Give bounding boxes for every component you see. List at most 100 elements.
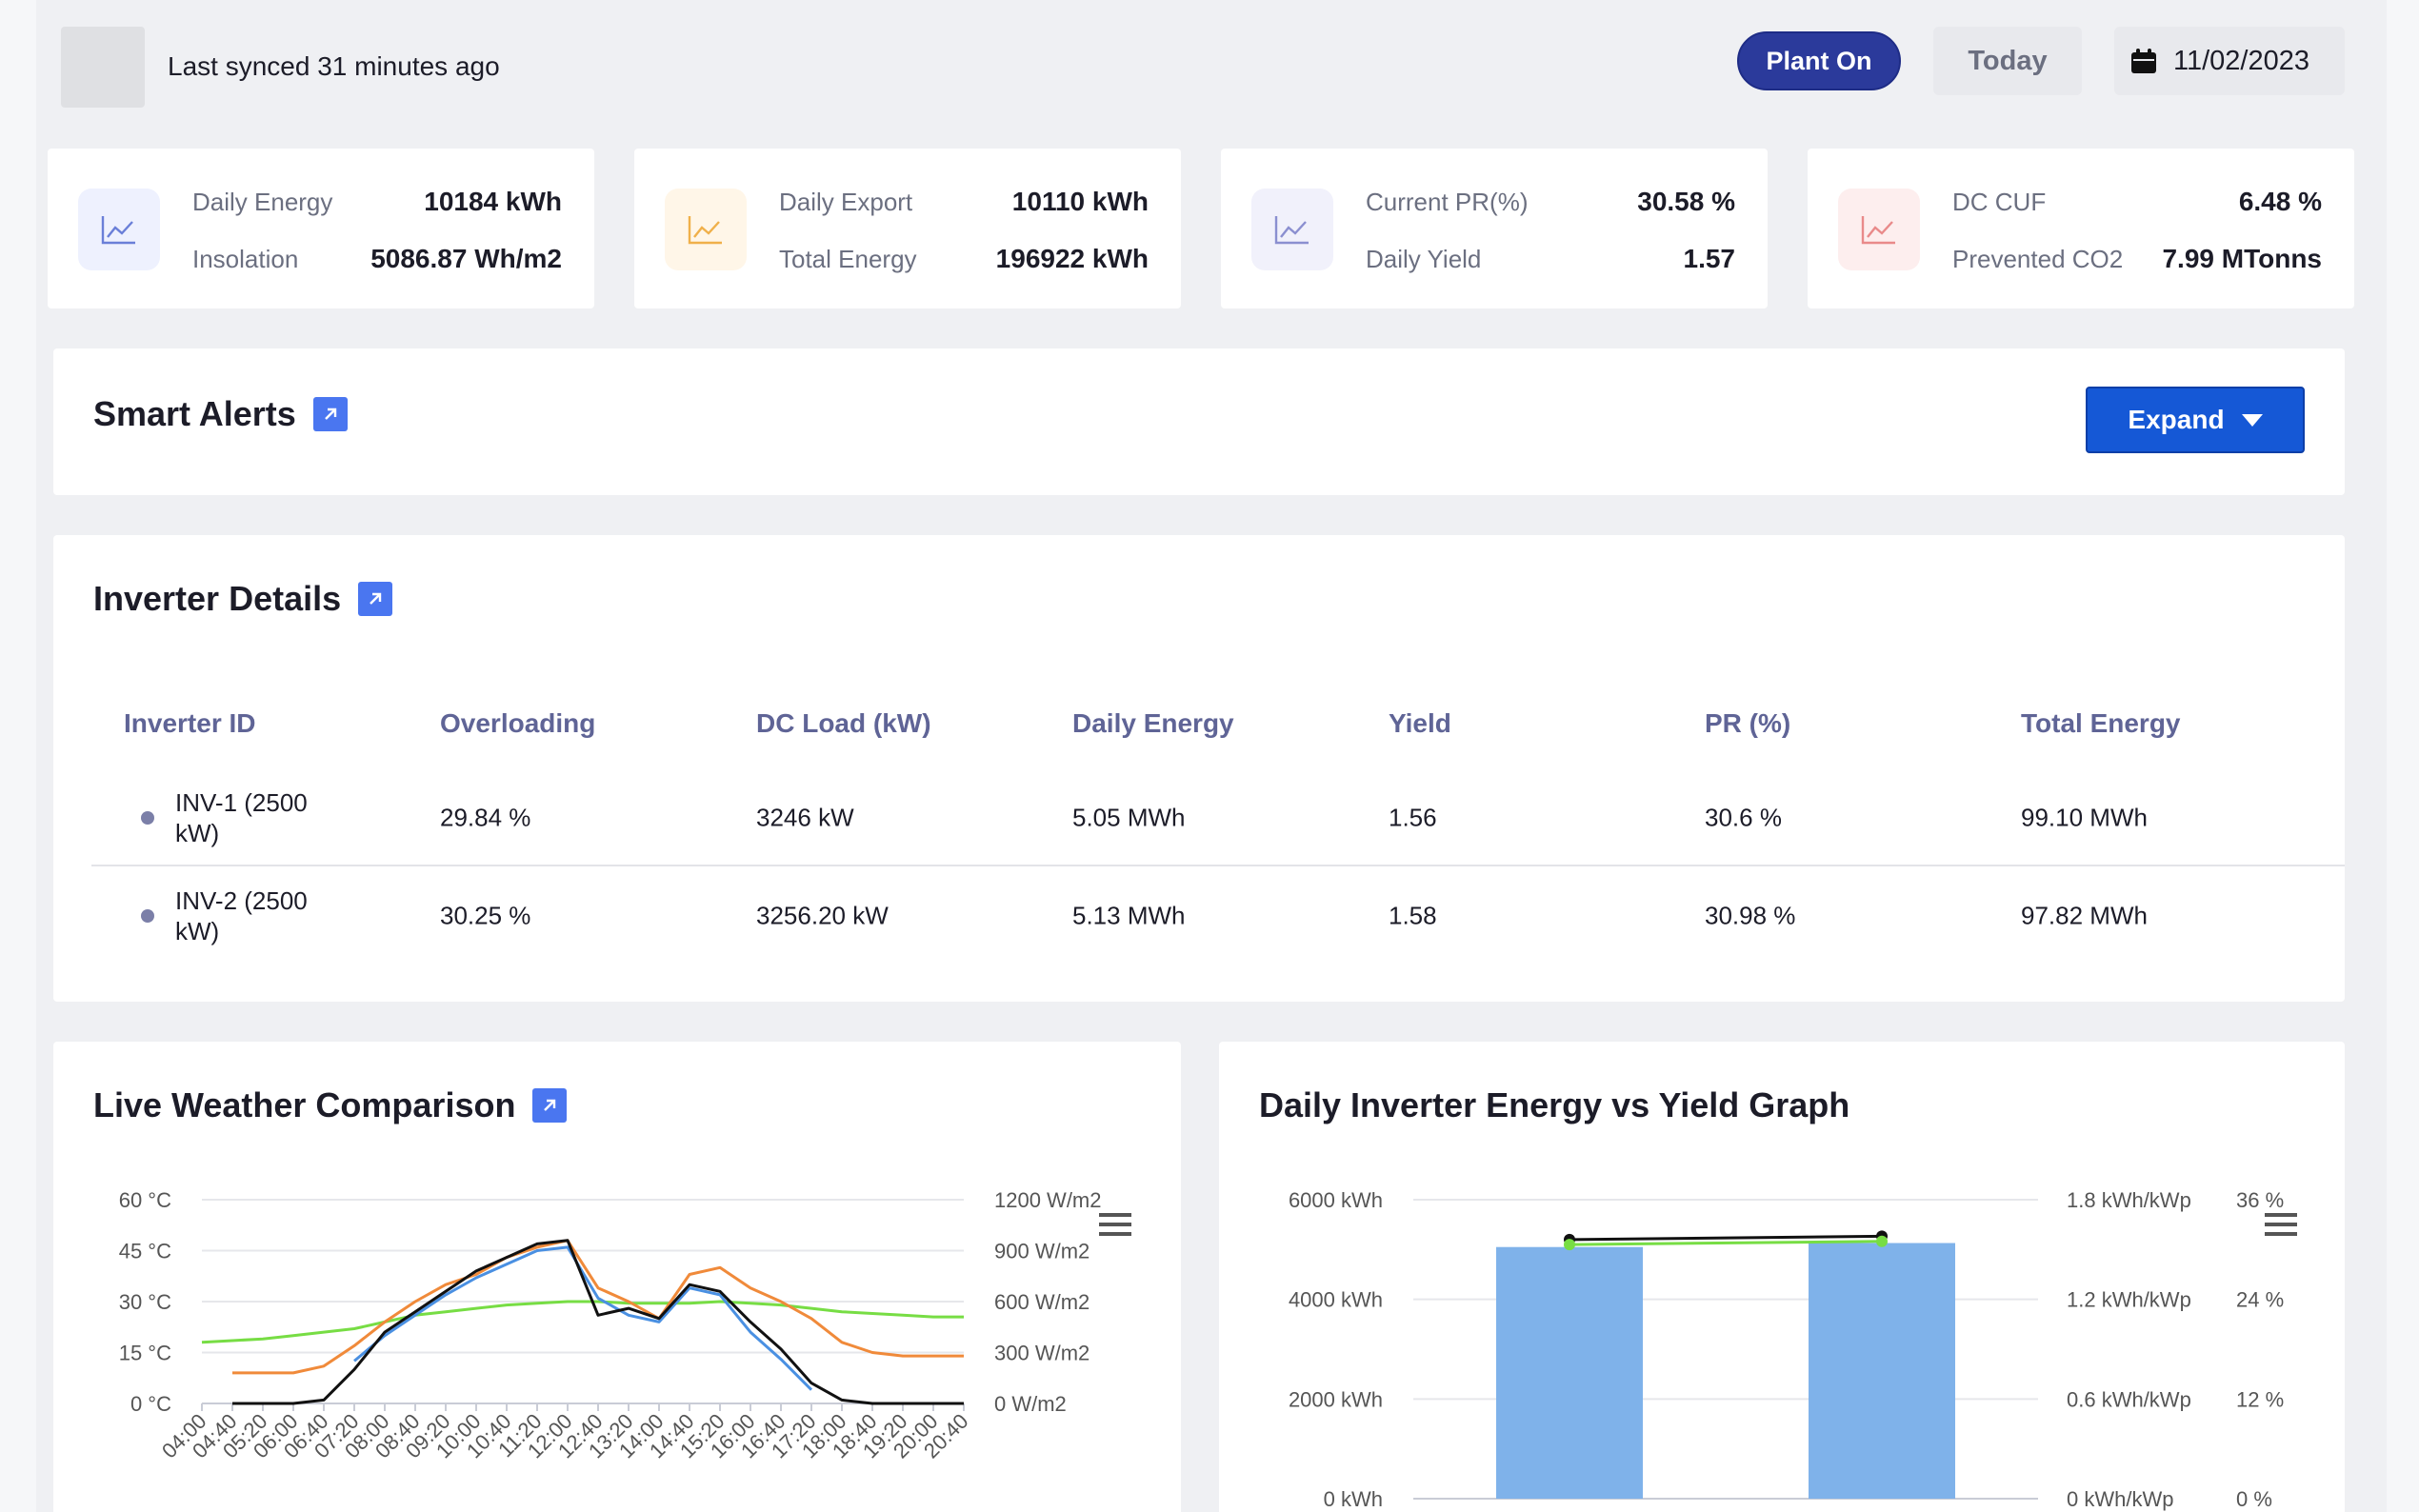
date-picker[interactable]: 11/02/2023 (2114, 27, 2345, 95)
stat-value: 196922 kWh (995, 244, 1149, 273)
dc-load-cell: 3246 kW (756, 803, 854, 832)
avatar[interactable] (61, 27, 145, 108)
column-header[interactable]: Daily Energy (1072, 708, 1234, 738)
stat-label: Daily Energy (192, 188, 333, 216)
expand-button[interactable]: Expand (2086, 387, 2305, 453)
yield-graph-title: Daily Inverter Energy vs Yield Graph (1259, 1085, 1850, 1124)
stat-card: Daily Energy 10184 kWh Insolation 5086.87 W… (48, 149, 594, 308)
daily-energy-cell: 5.13 MWh (1072, 901, 1186, 930)
yield-point (1876, 1235, 1888, 1247)
stat-value: 30.58 % (1637, 187, 1735, 216)
smart-alerts-title: Smart Alerts (93, 394, 296, 433)
y-right-tick-label: 1200 W/m2 (994, 1188, 1102, 1212)
yield-graph-panel: Daily Inverter Energy vs Yield Graph 0 k… (1219, 1042, 2345, 1512)
chart-menu-icon[interactable] (2265, 1213, 2297, 1236)
stat-value: 7.99 MTonns (2162, 244, 2322, 273)
y-right-tick-label: 900 W/m2 (994, 1240, 1090, 1263)
y-mid-tick-label: 0.6 kWh/kWp (2067, 1387, 2191, 1411)
overloading-cell: 29.84 % (440, 803, 531, 832)
daily-energy-cell: 5.05 MWh (1072, 803, 1186, 832)
stat-label: Daily Export (779, 188, 913, 216)
expand-label: Expand (2128, 405, 2225, 434)
energy-bar (1809, 1243, 1955, 1499)
total-energy-cell: 97.82 MWh (2021, 901, 2148, 930)
date-value: 11/02/2023 (2173, 45, 2309, 76)
table-row[interactable]: INV-2 (2500 kW) 30.25 % 3256.20 kW 5.13 … (91, 868, 2345, 964)
stat-value: 5086.87 Wh/m2 (370, 244, 562, 273)
stat-value: 6.48 % (2238, 187, 2322, 216)
inverter-details-title: Inverter Details (93, 579, 342, 618)
y-right-tick-label: 12 % (2236, 1387, 2284, 1411)
y-right-tick-label: 0 W/m2 (994, 1392, 1067, 1416)
table-header: Inverter ID Overloading DC Load (kW) Dai… (124, 708, 2371, 746)
y-left-tick-label: 0 kWh (1324, 1487, 1383, 1511)
column-header[interactable]: Total Energy (2021, 708, 2181, 738)
right-gutter (2387, 0, 2419, 1512)
yield-cell: 1.58 (1389, 901, 1437, 930)
weather-panel: Live Weather Comparison 0 °C 15 °C 30 °C 45… (53, 1042, 1181, 1512)
status-dot (141, 811, 154, 825)
y-left-tick-label: 45 °C (119, 1240, 171, 1263)
trend-chart-icon (78, 189, 160, 270)
y-left-tick-label: 2000 kWh (1289, 1387, 1383, 1411)
y-left-tick-label: 15 °C (119, 1342, 171, 1365)
open-link-icon[interactable] (532, 1088, 568, 1123)
inverter-details-panel: Inverter Details Inverter ID Overloading… (53, 535, 2345, 1002)
chart-menu-icon[interactable] (1099, 1213, 1131, 1236)
y-left-tick-label: 30 °C (119, 1290, 171, 1314)
yield-chart: 0 kWh 0 kWh/kWp 0 % 2000 kWh 0.6 kWh/kWp 12 %… (1289, 1188, 2284, 1511)
series-line-1 (232, 1239, 964, 1375)
yield-point (1564, 1239, 1575, 1251)
stat-label: Total Energy (779, 245, 917, 273)
stat-card: Daily Export 10110 kWh Total Energy 196922 … (634, 149, 1181, 308)
today-button[interactable]: Today (1933, 27, 2082, 95)
overloading-cell: 30.25 % (440, 901, 531, 930)
inverter-id: INV-1 (2500 kW) (175, 788, 308, 847)
y-right-tick-label: 0 % (2236, 1487, 2272, 1511)
column-header[interactable]: Inverter ID (124, 708, 256, 738)
sync-status: Last synced 31 minutes ago (168, 51, 500, 81)
y-right-tick-label: 36 % (2236, 1188, 2284, 1212)
trend-chart-icon (1838, 189, 1920, 270)
open-link-icon[interactable] (312, 397, 348, 431)
stat-label: Current PR(%) (1366, 188, 1529, 216)
y-right-tick-label: 600 W/m2 (994, 1290, 1090, 1314)
y-left-tick-label: 6000 kWh (1289, 1188, 1383, 1212)
y-left-tick-label: 4000 kWh (1289, 1288, 1383, 1312)
stat-card: Current PR(%) 30.58 % Daily Yield 1.57 (1221, 149, 1768, 308)
trend-chart-icon (1251, 189, 1333, 270)
y-mid-tick-label: 1.8 kWh/kWp (2067, 1188, 2191, 1212)
yield-cell: 1.56 (1389, 803, 1437, 832)
status-dot (141, 909, 154, 923)
stat-card: DC CUF 6.48 % Prevented CO2 7.99 MTonns (1808, 149, 2354, 308)
series-line-2 (353, 1245, 813, 1391)
series-line-3 (232, 1239, 964, 1405)
y-right-tick-label: 24 % (2236, 1288, 2284, 1312)
open-link-icon[interactable] (358, 582, 393, 616)
pr-cell: 30.6 % (1705, 803, 1782, 832)
series-line-0 (201, 1300, 964, 1344)
weather-title: Live Weather Comparison (93, 1085, 516, 1124)
stat-value: 10110 kWh (1011, 187, 1149, 216)
inverter-id: INV-2 (2500 kW) (175, 886, 308, 945)
y-right-tick-label: 300 W/m2 (994, 1342, 1090, 1365)
smart-alerts-panel: Smart Alerts Expand (53, 348, 2345, 495)
column-header[interactable]: DC Load (kW) (756, 708, 931, 738)
y-mid-tick-label: 0 kWh/kWp (2067, 1487, 2173, 1511)
table-row[interactable]: INV-1 (2500 kW) 29.84 % 3246 kW 5.05 MWh… (91, 771, 2345, 866)
column-header[interactable]: Overloading (440, 708, 596, 738)
dc-load-cell: 3256.20 kW (756, 901, 889, 930)
stat-label: Insolation (192, 245, 299, 273)
y-mid-tick-label: 1.2 kWh/kWp (2067, 1288, 2191, 1312)
pr-cell: 30.98 % (1705, 901, 1796, 930)
plant-status-badge[interactable]: Plant On (1737, 31, 1901, 90)
column-header[interactable]: PR (%) (1705, 708, 1791, 738)
caret-down-icon (2241, 413, 2263, 427)
column-header[interactable]: Yield (1389, 708, 1451, 738)
stat-value: 10184 kWh (424, 187, 562, 216)
total-energy-cell: 99.10 MWh (2021, 803, 2148, 832)
stat-label: Daily Yield (1366, 245, 1482, 273)
stat-label: DC CUF (1952, 188, 2047, 216)
stat-value: 1.57 (1683, 244, 1736, 273)
y-left-tick-label: 60 °C (119, 1188, 171, 1212)
